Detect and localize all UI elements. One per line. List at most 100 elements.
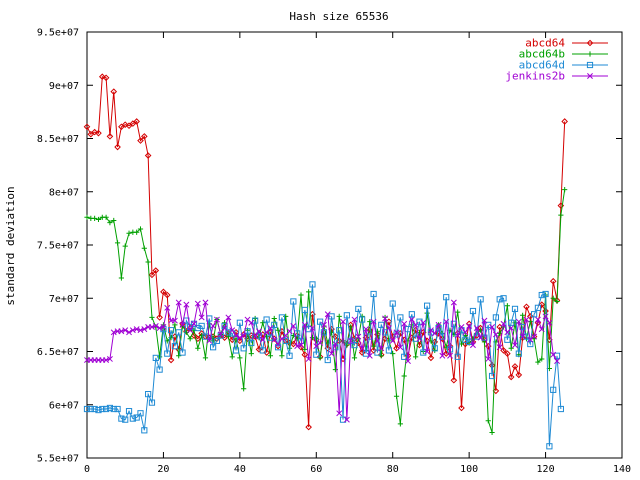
data-point: [317, 318, 324, 325]
data-point: [549, 277, 557, 285]
data-point: [260, 320, 266, 326]
data-point: [359, 345, 366, 352]
x-tick-label: 60: [310, 464, 322, 475]
data-point: [431, 330, 438, 337]
data-point: [122, 416, 129, 423]
data-point: [149, 324, 155, 330]
data-point: [328, 313, 335, 320]
data-point: [179, 349, 186, 356]
legend-marker: [587, 73, 593, 79]
data-point: [194, 300, 201, 307]
data-point: [263, 316, 270, 323]
data-point: [152, 354, 159, 361]
data-point: [508, 319, 515, 326]
series-line: [87, 284, 562, 447]
data-point: [485, 321, 492, 328]
data-point: [515, 350, 522, 357]
data-point: [393, 329, 400, 336]
data-point: [558, 212, 564, 218]
data-point: [259, 336, 266, 343]
data-point: [328, 350, 335, 357]
data-point: [103, 405, 110, 413]
data-point: [210, 344, 217, 351]
data-point: [550, 351, 557, 358]
data-point: [554, 298, 560, 305]
data-point: [202, 355, 209, 361]
data-point: [523, 333, 530, 340]
data-point: [290, 340, 297, 348]
data-point: [225, 329, 232, 336]
data-point: [129, 415, 136, 422]
data-point: [523, 303, 530, 311]
data-point: [106, 356, 113, 362]
data-point: [92, 215, 98, 221]
data-point: [210, 338, 216, 344]
data-point: [145, 391, 152, 398]
data-point: [267, 325, 274, 332]
data-point: [512, 320, 518, 326]
data-point: [343, 312, 350, 319]
data-point: [125, 408, 133, 415]
data-point: [401, 353, 408, 360]
data-point: [118, 328, 125, 335]
data-point: [110, 329, 117, 336]
data-point: [256, 328, 262, 335]
data-point: [534, 316, 541, 323]
data-point: [336, 313, 342, 319]
data-point: [129, 120, 137, 127]
data-point: [157, 354, 163, 360]
data-point: [538, 326, 545, 333]
data-point: [122, 327, 129, 334]
data-point: [83, 123, 91, 131]
data-point: [282, 337, 289, 344]
data-point: [370, 290, 377, 298]
data-point: [562, 187, 568, 193]
data-point: [286, 328, 293, 335]
data-point: [206, 337, 213, 344]
data-point: [496, 296, 503, 303]
data-point: [259, 347, 266, 354]
data-point: [442, 350, 450, 357]
data-point: [431, 345, 438, 352]
y-tick-label: 7.5e+07: [37, 241, 79, 252]
data-point: [477, 334, 484, 341]
data-point: [519, 333, 526, 340]
data-point: [397, 344, 404, 351]
data-point: [351, 316, 358, 323]
data-point: [332, 341, 339, 347]
data-point: [271, 321, 278, 328]
data-point: [163, 291, 171, 299]
x-tick-label: 0: [84, 464, 90, 475]
data-point: [539, 356, 545, 362]
data-point: [466, 322, 473, 329]
data-point: [106, 133, 114, 140]
data-point: [160, 288, 167, 296]
data-point: [469, 307, 477, 315]
data-point: [542, 290, 549, 298]
data-point: [145, 259, 151, 265]
data-point: [500, 295, 507, 302]
data-point: [527, 340, 534, 348]
x-tick-label: 20: [157, 464, 169, 475]
data-point: [213, 316, 220, 323]
data-point: [137, 226, 144, 232]
data-point: [237, 355, 243, 361]
data-point: [393, 344, 400, 352]
data-point: [454, 332, 461, 339]
data-point: [420, 319, 427, 326]
series-abcd64d: [83, 281, 564, 450]
data-point: [458, 324, 465, 330]
data-point: [385, 325, 392, 332]
series-jenkins2b: [84, 299, 560, 423]
data-point: [339, 416, 347, 423]
data-point: [320, 329, 328, 336]
data-point: [363, 326, 369, 333]
data-point: [118, 415, 125, 422]
data-point: [381, 329, 389, 336]
data-point: [202, 299, 209, 306]
data-point: [141, 427, 148, 434]
data-point: [477, 296, 484, 303]
data-point: [462, 329, 469, 336]
data-point: [435, 321, 442, 328]
